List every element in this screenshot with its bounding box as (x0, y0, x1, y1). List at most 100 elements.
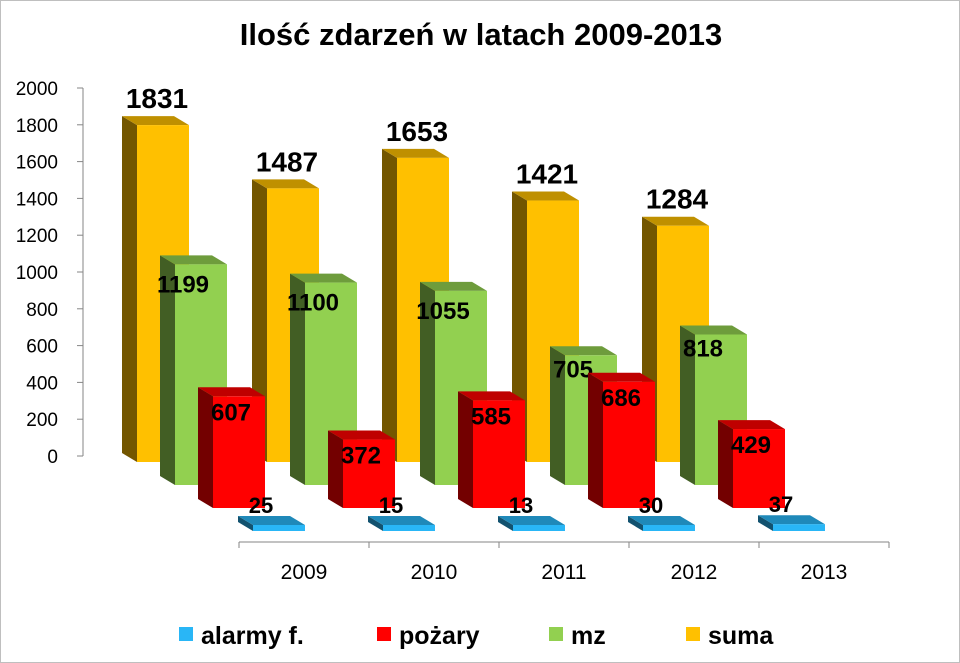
bar-top (252, 179, 319, 189)
x-tick-label: 2009 (281, 561, 328, 584)
y-tick-label: 600 (26, 337, 58, 358)
data-label: 585 (471, 403, 511, 430)
data-label: 818 (683, 335, 723, 362)
data-label: 1421 (516, 159, 578, 190)
bar-top (718, 420, 785, 430)
bar: 585 (458, 391, 525, 508)
y-tick-label: 800 (26, 300, 58, 321)
legend-swatch (549, 627, 563, 641)
y-tick-label: 2000 (16, 79, 58, 100)
bar-top (122, 116, 189, 126)
bar-side (680, 325, 695, 485)
bar-side (122, 116, 137, 462)
data-label: 13 (509, 493, 533, 518)
legend-label: suma (708, 622, 774, 650)
legend-label: mz (571, 622, 606, 650)
data-label: 1100 (287, 290, 339, 317)
data-label: 429 (731, 432, 771, 459)
series-pozary: 607 372 585 686 429 (198, 372, 785, 508)
data-label: 1831 (126, 83, 188, 114)
y-tick-label: 1400 (16, 189, 58, 210)
bar: 37 (758, 492, 825, 531)
bar-top (498, 516, 565, 525)
legend-item-mz: mz (549, 622, 606, 650)
legend-item-alarmy-f: alarmy f. (179, 622, 304, 650)
bar-front (343, 439, 395, 508)
bar-top (458, 391, 525, 401)
bar-side (588, 372, 603, 508)
bar-front (253, 525, 305, 531)
bar: 13 (498, 493, 565, 531)
bar-side (512, 191, 527, 462)
x-tick-label: 2013 (801, 561, 848, 584)
bar-front (383, 525, 435, 531)
data-label: 705 (553, 356, 593, 383)
bar-side (758, 515, 773, 531)
bar-side (368, 516, 383, 531)
x-tick-label: 2011 (541, 561, 586, 584)
legend-item-pozary: pożary (377, 622, 480, 650)
bar: 30 (628, 493, 695, 531)
x-axis: 2009 2010 2011 2012 2013 (238, 541, 890, 584)
y-tick-label: 1800 (16, 116, 58, 137)
bar-top (238, 516, 305, 525)
bar-top (758, 515, 825, 525)
bar-side (328, 430, 343, 508)
bar: 429 (718, 420, 785, 508)
bar: 25 (238, 493, 305, 531)
legend-item-suma: suma (686, 622, 774, 650)
x-tick-label: 2012 (671, 561, 718, 584)
bar-top (642, 216, 709, 226)
bar-side (628, 516, 643, 531)
y-tick-label: 1000 (16, 263, 58, 284)
bar: 607 (198, 387, 265, 508)
data-label: 30 (639, 493, 663, 518)
y-tick-label: 400 (26, 373, 58, 394)
data-label: 372 (341, 443, 381, 470)
bar: 372 (328, 430, 395, 508)
bar-side (550, 346, 565, 485)
bar-front (213, 396, 265, 508)
data-label: 37 (769, 492, 793, 517)
y-tick-label: 200 (26, 410, 58, 431)
bar-side (238, 516, 253, 531)
bar-side (382, 148, 397, 462)
bar-top (198, 387, 265, 397)
data-label: 1284 (646, 184, 709, 215)
bar-side (458, 391, 473, 508)
bar-front (513, 525, 565, 531)
data-label: 25 (249, 493, 273, 518)
bar-side (160, 255, 175, 485)
data-label: 1199 (157, 271, 209, 298)
y-tick-label: 1200 (16, 226, 58, 247)
x-tick-label: 2010 (411, 561, 458, 584)
bars: 1831 1487 1653 1421 1284 1199 1100 1055 705 818 60… (122, 83, 825, 531)
data-label: 1487 (256, 146, 318, 177)
legend-label: alarmy f. (201, 622, 304, 650)
bar-front (603, 381, 655, 508)
y-tick-label: 0 (47, 447, 58, 468)
bar-top (160, 255, 227, 265)
data-label: 15 (379, 493, 403, 518)
data-label: 607 (211, 399, 251, 426)
bar-top (368, 516, 435, 525)
legend: alarmy f. pożary mz suma (179, 622, 774, 650)
bar-side (198, 387, 213, 508)
bar-top (290, 273, 357, 283)
bar-top (588, 372, 655, 382)
bar-top (420, 281, 487, 291)
y-axis: 0 200 400 600 800 1000 1200 1400 1600 1800 2000 (16, 79, 84, 468)
bar: 686 (588, 372, 655, 508)
series-alarmy-f: 25 15 13 30 37 (238, 492, 825, 531)
bar-front (473, 400, 525, 508)
bar-top (382, 148, 449, 158)
bar-side (718, 420, 733, 508)
bar-top (628, 516, 695, 525)
legend-swatch (686, 627, 700, 641)
bar-side (498, 516, 513, 531)
bar-front (733, 429, 785, 508)
bar-top (680, 325, 747, 335)
bar: 15 (368, 493, 435, 531)
